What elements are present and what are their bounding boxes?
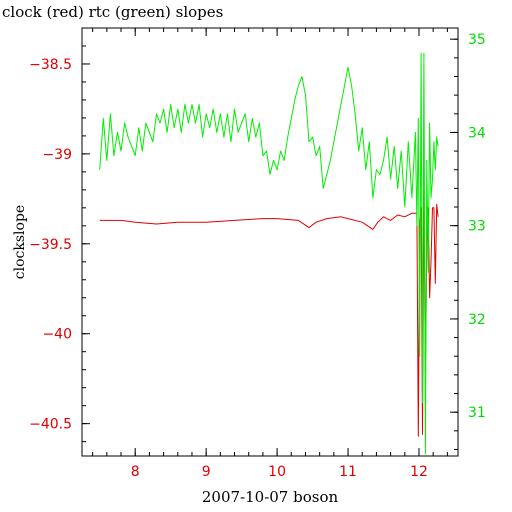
x-axis-label: 2007-10-07 boson [202,488,339,506]
x-axis: 8 9 10 11 12 [92,28,448,480]
left-tick-label: −40.5 [29,417,72,433]
left-tick-label: −38.5 [29,57,72,73]
x-tick-label: 9 [202,464,211,480]
right-tick-label: 31 [468,405,486,421]
plot-frame [81,27,459,457]
left-tick-label: −39 [42,147,72,163]
left-tick-label: −40 [42,327,72,343]
series-line-rtc [99,52,439,455]
x-tick-label: 8 [131,464,140,480]
right-tick-label: 35 [468,32,486,48]
left-tick-label: −39.5 [29,237,72,253]
y-axis-label: clockslope [12,205,28,279]
x-tick-label: 10 [268,464,286,480]
chart-title: clock (red) rtc (green) slopes [2,3,223,21]
series-line-clock [99,189,439,437]
right-tick-label: 34 [468,125,486,141]
x-tick-label: 12 [410,464,428,480]
series-layer [99,52,439,455]
left-axis: −38.5 −39 −39.5 −40 −40.5 [29,45,90,443]
right-axis: 35 34 33 32 31 [450,32,486,450]
right-tick-label: 33 [468,219,486,235]
x-tick-label: 11 [339,464,357,480]
right-tick-label: 32 [468,312,486,328]
